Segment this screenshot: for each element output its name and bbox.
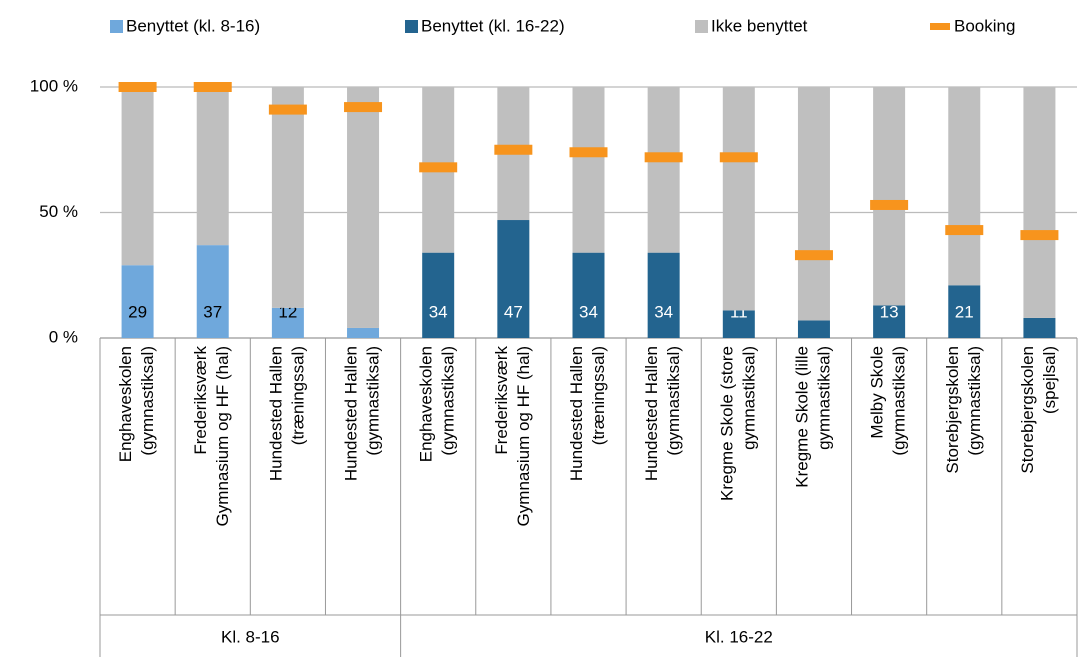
bar-segment <box>347 87 380 328</box>
bar-segment <box>572 252 605 338</box>
data-label: 47 <box>504 302 523 321</box>
x-tick-label: Kregme Skole (lille <box>792 346 811 488</box>
x-tick-label: (gymnastiksal) <box>364 346 383 456</box>
x-tick-label: (træningssal) <box>589 346 608 445</box>
bar-segment <box>797 87 830 321</box>
booking-marker <box>719 152 758 163</box>
bar-segment <box>1023 87 1056 318</box>
bar-segment <box>797 320 830 338</box>
x-tick-label: Hundested Hallen <box>567 346 586 481</box>
data-label: 21 <box>955 302 974 321</box>
booking-marker <box>193 82 232 92</box>
x-tick-label: Hundested Hallen <box>342 346 361 481</box>
bar-segment <box>271 307 304 338</box>
data-label: 34 <box>654 302 673 321</box>
x-tick-label: Enghaveskolen <box>417 346 436 462</box>
group-label: Kl. 16-22 <box>705 627 773 646</box>
bar-segment <box>347 327 380 338</box>
x-tick-label: Melby Skole <box>868 346 887 439</box>
legend-swatch <box>110 20 123 33</box>
x-tick-label: Storebjergskolen <box>943 346 962 474</box>
booking-marker <box>1020 230 1059 241</box>
legend-label: Ikke benyttet <box>711 16 808 35</box>
booking-marker <box>644 152 683 163</box>
bar-segment <box>196 245 229 338</box>
data-label: 34 <box>579 302 598 321</box>
y-tick-label: 50 % <box>39 202 78 221</box>
y-tick-label: 0 % <box>49 327 78 346</box>
x-tick-label: (gymnastiksal) <box>965 346 984 456</box>
legend-swatch <box>930 23 950 30</box>
booking-marker <box>569 147 608 158</box>
x-tick-label: Frederiksværk <box>492 346 511 455</box>
bar-segment <box>572 87 605 253</box>
bar-segment <box>722 310 755 338</box>
bar-segment <box>647 252 680 338</box>
x-tick-label: Kregme Skole (store <box>717 346 736 501</box>
bar-segment <box>422 252 455 338</box>
x-tick-label: gymnastiksal) <box>814 346 833 450</box>
x-tick-label: (træningssal) <box>288 346 307 445</box>
group-label: Kl. 8-16 <box>221 627 280 646</box>
legend-swatch <box>695 20 708 33</box>
booking-marker <box>870 199 909 210</box>
data-label: 29 <box>128 302 147 321</box>
x-tick-label: gymnastiksal) <box>739 346 758 450</box>
x-tick-label: (gymnastiksal) <box>439 346 458 456</box>
x-tick-label: (gymnastiksal) <box>890 346 909 456</box>
bar-segment <box>948 285 981 338</box>
x-tick-label: (gymnastiksal) <box>664 346 683 456</box>
bar-segment <box>497 220 530 338</box>
x-tick-label: (gymnastiksal) <box>138 346 157 456</box>
booking-marker <box>794 250 833 261</box>
booking-marker <box>419 162 458 173</box>
x-tick-label: Frederiksværk <box>191 346 210 455</box>
bar-segment <box>948 87 981 286</box>
booking-marker <box>118 82 157 92</box>
x-tick-label: Storebjergskolen <box>1018 346 1037 474</box>
bar-segment <box>1023 317 1056 338</box>
booking-marker <box>344 102 383 113</box>
legend-label: Benyttet (kl. 16-22) <box>421 16 565 35</box>
y-tick-label: 100 % <box>30 76 78 95</box>
x-tick-label: Enghaveskolen <box>116 346 135 462</box>
bar-segment <box>647 87 680 253</box>
bar-segment <box>722 87 755 311</box>
x-tick-label: Gymnasium og HF (hal) <box>514 346 533 526</box>
x-tick-label: Hundested Hallen <box>642 346 661 481</box>
legend-label: Booking <box>954 16 1015 35</box>
data-label: 34 <box>429 302 448 321</box>
bar-segment <box>121 265 154 338</box>
x-tick-label: Gymnasium og HF (hal) <box>213 346 232 526</box>
booking-marker <box>494 144 533 155</box>
bar-segment <box>121 87 154 266</box>
booking-marker <box>945 225 984 236</box>
booking-marker <box>268 104 307 115</box>
bar-segment <box>271 87 304 308</box>
bar-segment <box>873 87 906 306</box>
legend-label: Benyttet (kl. 8-16) <box>126 16 260 35</box>
x-tick-label: Hundested Hallen <box>266 346 285 481</box>
bar-segment <box>873 305 906 338</box>
legend-swatch <box>405 20 418 33</box>
bar-segment <box>196 87 229 246</box>
x-tick-label: (spejlsal) <box>1040 346 1059 414</box>
data-label: 37 <box>203 302 222 321</box>
data-label: 13 <box>880 302 899 321</box>
